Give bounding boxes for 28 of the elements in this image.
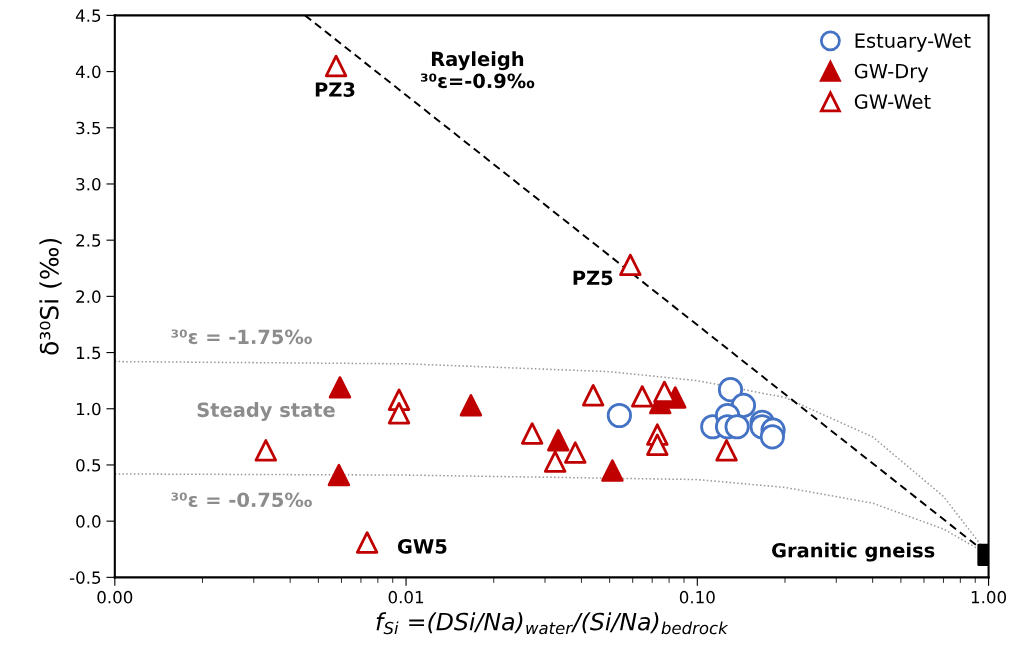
annotation: ³⁰ε = -1.75‰	[171, 329, 312, 345]
legend-label: GW-Dry	[854, 63, 929, 83]
y-tick-label: 3.5	[76, 121, 101, 135]
annotation: PZ5	[573, 270, 613, 286]
y-axis-title: δ³⁰Si (‰)	[39, 238, 62, 355]
y-tick-label: 4.0	[75, 65, 101, 79]
legend-label: Estuary-Wet	[855, 33, 971, 52]
y-tick-label: 3.0	[76, 177, 101, 191]
x-tick-label: 0.00	[97, 590, 133, 604]
y-tick-label: 1.5	[76, 346, 101, 360]
y-tick-label: 2.5	[76, 234, 101, 247]
y-tick-label: 0.5	[76, 458, 101, 472]
x-tick-label: 0.01	[388, 590, 424, 604]
annotation: GW5	[397, 539, 447, 554]
annotation: Rayleigh ³⁰ε=-0.9‰	[420, 51, 535, 89]
annotation: PZ3	[315, 82, 355, 97]
legend-label: GW-Wet	[854, 94, 931, 109]
y-tick-label: 2.0	[76, 290, 101, 303]
annotation: Steady state	[197, 402, 335, 422]
y-tick-label: 1.0	[76, 402, 101, 416]
x-tick-label: 0.10	[679, 590, 715, 604]
y-tick-label: 4.5	[75, 9, 101, 22]
y-tick-label: 0.0	[76, 515, 101, 528]
annotation: Granitic gneiss	[772, 542, 935, 562]
y-tick-label: -0.5	[69, 571, 101, 584]
x-tick-label: 1.00	[971, 590, 1007, 604]
x-axis-title: f$_{Si}$ =(DSi/Na)$_{water}$/(Si/Na)$_{bedrock}$	[376, 612, 729, 635]
annotation: ³⁰ε = -0.75‰	[171, 492, 312, 508]
